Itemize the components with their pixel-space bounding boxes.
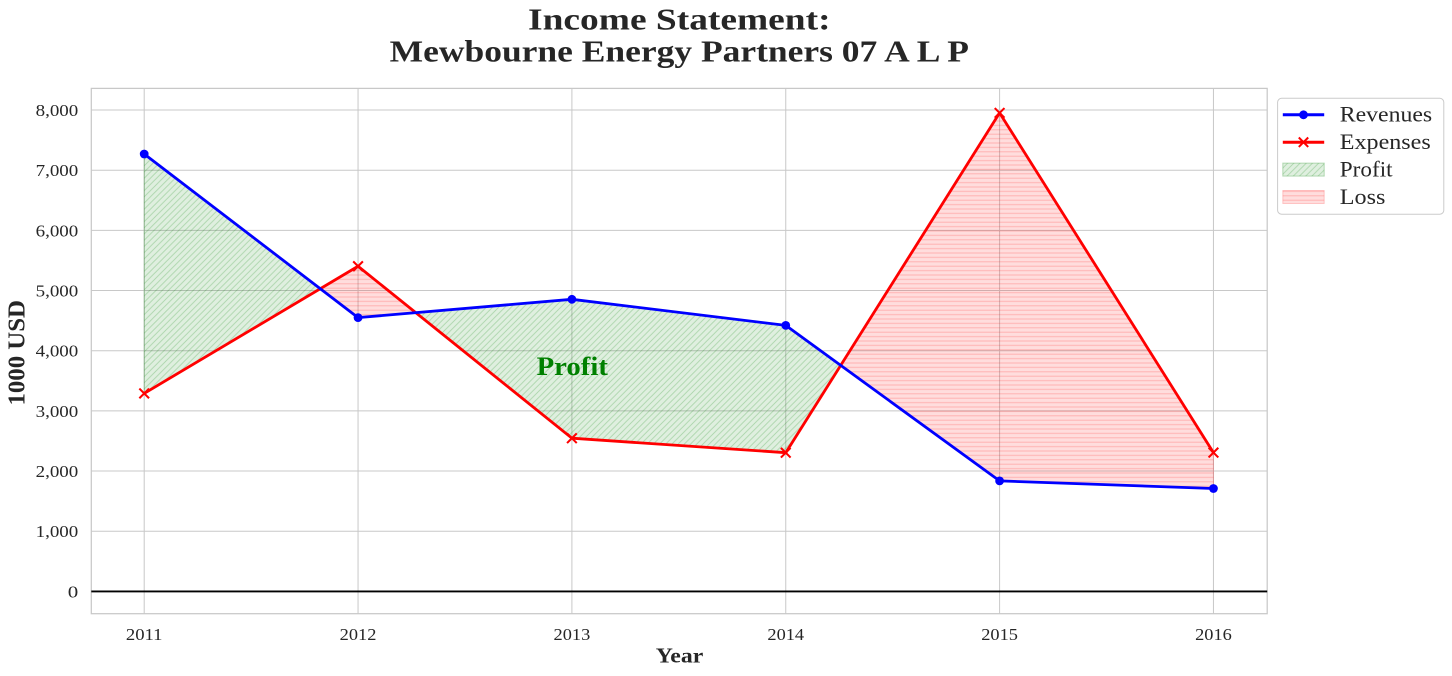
svg-text:Profit: Profit — [537, 351, 609, 381]
svg-text:2013: 2013 — [554, 625, 591, 644]
svg-text:2011: 2011 — [126, 625, 163, 644]
svg-text:1000 USD: 1000 USD — [4, 300, 31, 405]
svg-text:1,000: 1,000 — [36, 522, 79, 541]
svg-text:Expenses: Expenses — [1340, 129, 1431, 154]
svg-text:0: 0 — [68, 582, 79, 601]
svg-text:2,000: 2,000 — [36, 462, 79, 481]
svg-text:4,000: 4,000 — [36, 342, 79, 361]
svg-text:5,000: 5,000 — [36, 282, 79, 301]
svg-text:2015: 2015 — [981, 625, 1018, 644]
svg-text:Year: Year — [656, 643, 704, 667]
svg-text:Revenues: Revenues — [1340, 102, 1432, 127]
svg-text:Profit: Profit — [1340, 156, 1393, 181]
svg-text:6,000: 6,000 — [36, 221, 79, 240]
svg-text:2014: 2014 — [767, 625, 804, 644]
svg-text:Mewbourne Energy Partners 07 A: Mewbourne Energy Partners 07 A L P — [390, 33, 969, 68]
svg-text:Income Statement:: Income Statement: — [528, 2, 831, 37]
svg-text:Loss: Loss — [1340, 184, 1386, 209]
svg-text:2016: 2016 — [1195, 625, 1232, 644]
svg-text:3,000: 3,000 — [36, 402, 79, 421]
svg-text:2012: 2012 — [340, 625, 377, 644]
svg-text:8,000: 8,000 — [36, 101, 79, 120]
svg-text:7,000: 7,000 — [36, 161, 79, 180]
